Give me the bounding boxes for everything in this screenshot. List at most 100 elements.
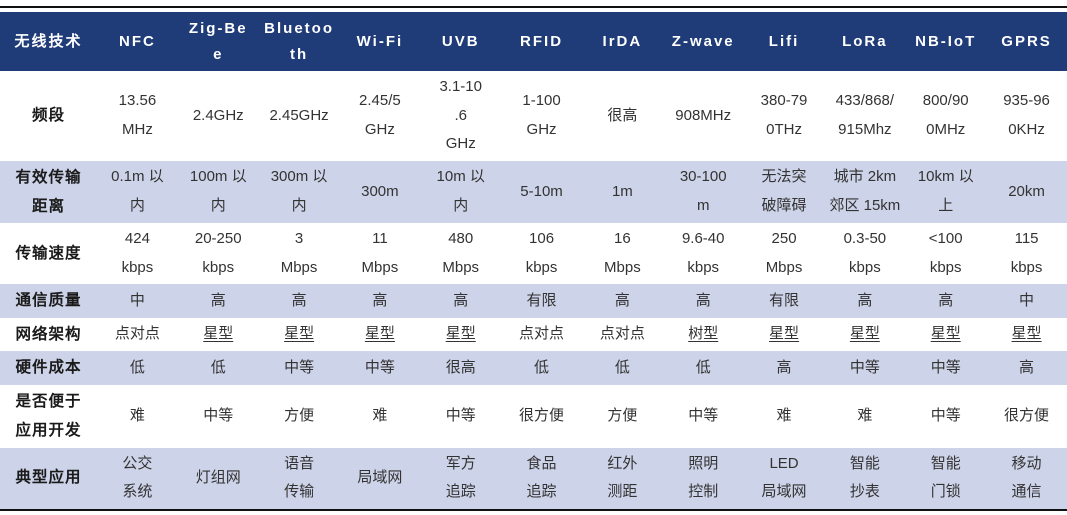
table-cell-1-6: 1m	[611, 182, 633, 200]
table-cell-0-11: 935-96 0KHz	[1003, 92, 1050, 138]
table-cell-0-4: 3.1-10 .6 GHz	[439, 78, 482, 152]
table-row-4: 网络架构 点对点 星型 星型 星型 星型 点对点 点对点 树型 星型 星型 星型 星型	[0, 318, 1067, 351]
table-cell-4-5: 点对点	[519, 325, 565, 343]
table-cell-4-4: 星型	[445, 325, 476, 343]
table-cell-3-0: 中	[129, 291, 145, 309]
table-cell-1-3: 300m	[361, 182, 399, 200]
column-header-3: Wi-Fi	[339, 12, 421, 71]
table-cell-4-1: 星型	[203, 325, 234, 343]
column-header-11: GPRS	[986, 12, 1067, 71]
table-cell-3-5: 有限	[526, 291, 557, 309]
table-row-1: 有效传输 距离 0.1m 以 内 100m 以 内 300m 以 内 300m 10m 以…	[0, 160, 1067, 224]
table-cell-6-4: 中等	[445, 406, 476, 424]
table-cell-5-0: 低	[129, 358, 145, 376]
table-cell-7-2: 语音 传输	[284, 454, 315, 501]
table-cell-3-6: 高	[614, 291, 630, 309]
table-cell-7-11: 移动 通信	[1011, 454, 1042, 501]
table-cell-0-3: 2.45/5 GHz	[359, 92, 401, 138]
table-cell-0-1: 2.4GHz	[192, 106, 244, 124]
table-cell-4-0: 点对点	[114, 325, 160, 343]
column-header-1: Zig-Be e	[177, 12, 259, 71]
table-cell-4-8: 星型	[769, 325, 800, 343]
row-label-1: 有效传输 距离	[15, 168, 82, 215]
column-header-2: Bluetoo th	[258, 12, 340, 71]
table-cell-2-5: 106 kbps	[525, 230, 558, 276]
table-cell-1-11: 20km	[1008, 182, 1045, 200]
table-cell-2-8: 250 Mbps	[765, 230, 803, 276]
table-cell-3-10: 高	[938, 291, 954, 309]
table-cell-7-4: 军方 追踪	[445, 454, 476, 501]
table-cell-7-10: 智能 门锁	[930, 454, 961, 501]
table-cell-1-10: 10km 以 上	[917, 168, 974, 214]
column-header-4: UVB	[420, 12, 502, 71]
table-cell-2-9: 0.3-50 kbps	[843, 230, 887, 276]
table-cell-4-7: 树型	[688, 325, 719, 343]
table-cell-3-4: 高	[453, 291, 469, 309]
table-cell-2-6: 16 Mbps	[604, 230, 641, 276]
table-cell-2-4: 480 Mbps	[442, 230, 480, 276]
table-cell-6-3: 难	[372, 406, 388, 424]
table-cell-6-7: 中等	[688, 406, 719, 424]
table-row-7: 典型应用 公交 系统 灯组网 语音 传输 局域网 军方 追踪 食品 追踪 红外 测距 照明 控制…	[0, 447, 1067, 510]
table-row-5: 硬件成本 低 低 中等 中等 很高 低 低 低 高 中等 中等 高	[0, 351, 1067, 385]
table-cell-6-9: 难	[857, 406, 873, 424]
table-cell-2-11: 115 kbps	[1010, 230, 1043, 276]
table-cell-1-1: 100m 以 内	[189, 168, 247, 214]
table-cell-5-11: 高	[1019, 358, 1035, 376]
column-header-6: IrDA	[581, 12, 663, 71]
table-cell-6-8: 难	[776, 406, 792, 424]
table-cell-0-0: 13.56 MHz	[118, 92, 157, 138]
table-header: 无线技术 NFC Zig-Be e Bluetoo th Wi-Fi UVB RFID IrD…	[0, 12, 1067, 71]
table-cell-5-3: 中等	[364, 358, 395, 376]
table-cell-3-7: 高	[695, 291, 711, 309]
table-cell-5-7: 低	[695, 358, 711, 376]
table-cell-7-8: LED 局域网	[761, 454, 807, 501]
table-row-2: 传输速度 424 kbps 20-250 kbps 3 Mbps 11 Mbps 480 …	[0, 223, 1067, 284]
table-cell-5-2: 中等	[284, 358, 315, 376]
table-cell-0-2: 2.45GHz	[269, 106, 329, 124]
table-cell-6-1: 中等	[203, 406, 234, 424]
table-cell-6-10: 中等	[930, 406, 961, 424]
column-header-9: LoRa	[824, 12, 906, 71]
table-cell-1-9: 城市 2km 郊区 15km	[829, 168, 901, 214]
table-cell-7-7: 照明 控制	[688, 454, 719, 501]
table-body: 频段 13.56 MHz 2.4GHz 2.45GHz 2.45/5 GHz 3.1-10…	[0, 71, 1067, 510]
table-cell-5-8: 高	[776, 358, 792, 376]
wireless-technology-table: 无线技术 NFC Zig-Be e Bluetoo th Wi-Fi UVB RFID IrD…	[0, 12, 1067, 511]
table-cell-7-0: 公交 系统	[122, 454, 153, 501]
top-border-line	[0, 6, 1067, 8]
table-cell-0-9: 433/868/ 915Mhz	[835, 92, 895, 138]
table-cell-2-2: 3 Mbps	[280, 230, 318, 276]
table-cell-6-11: 很方便	[1004, 406, 1050, 424]
table-cell-3-2: 高	[291, 291, 307, 309]
table-cell-3-8: 有限	[769, 291, 800, 309]
table-cell-2-7: 9.6-40 kbps	[681, 230, 725, 276]
table-cell-7-6: 红外 测距	[607, 454, 638, 501]
table-cell-5-10: 中等	[930, 358, 961, 376]
column-header-8: Lifi	[743, 12, 825, 71]
table-cell-2-3: 11 Mbps	[361, 230, 399, 276]
table-cell-2-10: <100 kbps	[928, 230, 963, 276]
table-cell-4-10: 星型	[930, 325, 961, 343]
table-cell-1-0: 0.1m 以 内	[111, 168, 164, 214]
column-header-5: RFID	[501, 12, 582, 71]
column-header-10: NB-IoT	[905, 12, 987, 71]
table-cell-1-5: 5-10m	[520, 182, 563, 200]
row-label-6: 是否便于 应用开发	[15, 392, 82, 440]
table-cell-4-3: 星型	[364, 325, 395, 343]
table-cell-7-1: 灯组网	[195, 468, 241, 486]
table-cell-5-6: 低	[614, 358, 630, 376]
column-header-0: NFC	[97, 12, 178, 71]
table-cell-5-1: 低	[210, 358, 226, 376]
table-cell-5-4: 很高	[445, 358, 476, 376]
table-cell-1-7: 30-100 m	[679, 168, 727, 214]
table-cell-5-5: 低	[534, 358, 550, 376]
table-cell-5-9: 中等	[849, 358, 880, 376]
table-cell-6-2: 方便	[284, 406, 315, 424]
table-cell-7-3: 局域网	[357, 468, 403, 486]
table-cell-0-10: 800/90 0MHz	[922, 92, 969, 138]
table-cell-3-11: 中	[1019, 291, 1035, 309]
table-cell-1-4: 10m 以 内	[436, 168, 485, 214]
header-row: 无线技术 NFC Zig-Be e Bluetoo th Wi-Fi UVB RFID IrD…	[0, 12, 1067, 71]
table-cell-4-2: 星型	[284, 325, 315, 343]
